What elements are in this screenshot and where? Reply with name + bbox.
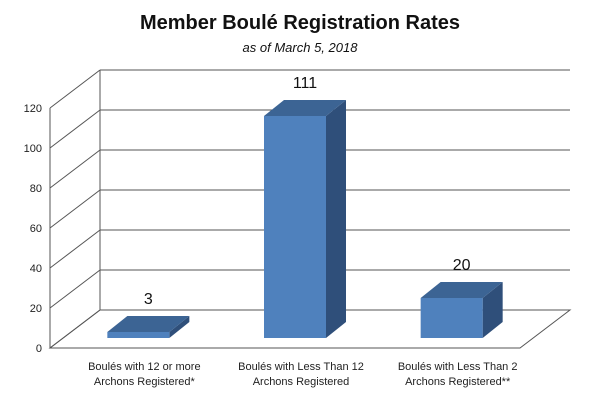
data-label: 20: [453, 257, 471, 274]
y-tick-label: 0: [36, 343, 42, 355]
bar: [420, 298, 483, 338]
x-category-label: Boulés with Less Than 12: [238, 361, 364, 373]
bar-side: [326, 100, 346, 338]
data-label: 111: [293, 75, 317, 92]
gridline-side: [49, 69, 101, 109]
y-tick-label: 100: [24, 143, 42, 155]
bar-side: [169, 316, 190, 338]
y-tick-label: 40: [30, 263, 42, 275]
x-category-label: Archons Registered*: [94, 376, 196, 388]
chart-title: Member Boulé Registration Rates: [139, 12, 461, 34]
bar-side: [482, 282, 503, 338]
gridline-side: [49, 269, 101, 309]
bar: [264, 116, 326, 338]
y-tick-label: 80: [30, 183, 42, 195]
x-category-label: Boulés with Less Than 2: [398, 361, 518, 373]
bar-top: [107, 316, 190, 332]
bar-top: [420, 282, 503, 298]
y-tick-label: 120: [24, 103, 42, 115]
y-tick-label: 20: [30, 303, 42, 315]
bar: [107, 332, 170, 338]
x-category-label: Archons Registered: [253, 376, 350, 388]
gridline-side: [49, 309, 101, 349]
gridline-side: [49, 189, 101, 229]
gridline-side: [49, 109, 101, 149]
gridline-side: [49, 229, 101, 269]
y-tick-label: 60: [30, 223, 42, 235]
data-label: 3: [144, 291, 153, 308]
x-category-label: Archons Registered**: [405, 376, 511, 388]
x-category-label: Boulés with 12 or more: [88, 361, 201, 373]
gridline-side: [49, 149, 101, 189]
bar-top: [264, 100, 346, 116]
chart-subtitle: as of March 5, 2018: [242, 40, 358, 55]
